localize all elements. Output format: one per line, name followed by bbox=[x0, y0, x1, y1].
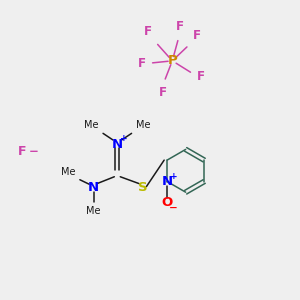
Text: F: F bbox=[144, 25, 152, 38]
Text: F: F bbox=[193, 28, 200, 41]
Text: O: O bbox=[161, 196, 173, 209]
Text: F: F bbox=[176, 20, 184, 33]
Text: Me: Me bbox=[136, 120, 150, 130]
Text: F: F bbox=[159, 86, 167, 99]
Text: Me: Me bbox=[84, 120, 99, 130]
Text: −: − bbox=[29, 145, 39, 158]
Text: −: − bbox=[169, 203, 178, 213]
Text: Me: Me bbox=[86, 206, 101, 217]
Text: N: N bbox=[112, 138, 123, 151]
Text: P: P bbox=[167, 54, 177, 67]
Text: N: N bbox=[88, 181, 99, 194]
Text: F: F bbox=[137, 57, 146, 70]
Text: +: + bbox=[170, 172, 178, 181]
Text: S: S bbox=[138, 181, 147, 194]
Text: +: + bbox=[120, 134, 128, 143]
Text: F: F bbox=[197, 70, 205, 83]
Text: Me: Me bbox=[61, 167, 75, 177]
Text: F: F bbox=[18, 145, 26, 158]
Text: N: N bbox=[162, 175, 173, 188]
